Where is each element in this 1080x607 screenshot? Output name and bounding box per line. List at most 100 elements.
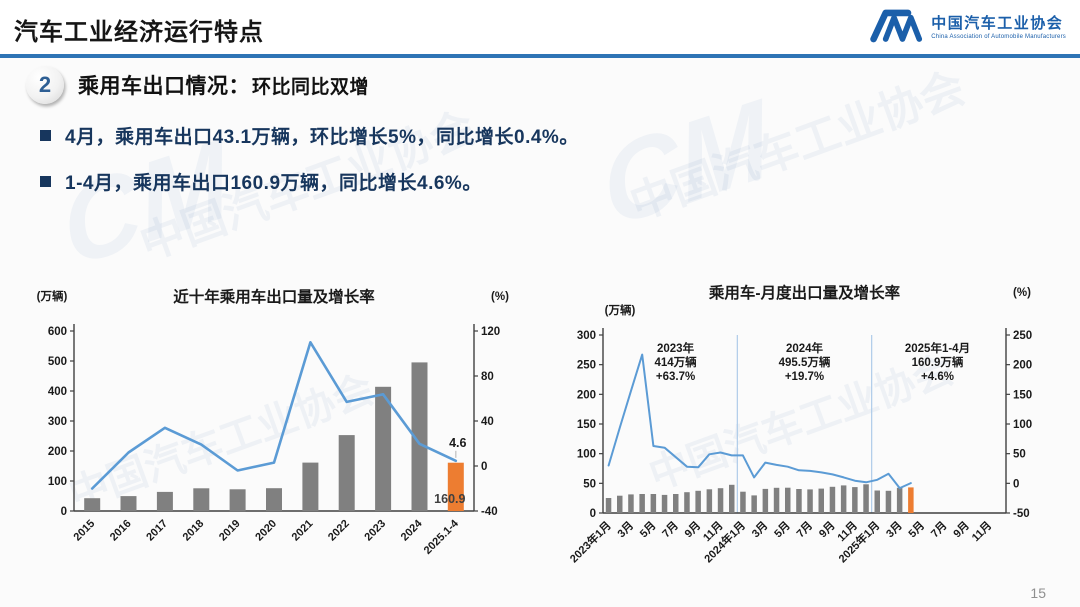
watermark-text: 中国汽车工业协会: [623, 63, 972, 230]
right-tick-label: 40: [481, 416, 494, 428]
export-volume-bar: [375, 386, 392, 511]
bullet-item: 4月，乘用车出口43.1万辆，环比增长5%，同比增长0.4%。: [40, 122, 579, 149]
right-tick-label: -40: [481, 506, 498, 518]
export-volume-bar: [120, 496, 137, 511]
left-tick-label: 400: [48, 386, 67, 398]
export-volume-bar: [229, 489, 246, 512]
export-volume-bar: [751, 495, 757, 513]
left-axis-unit: (万辆): [37, 289, 68, 303]
export-volume-bar: [605, 498, 612, 513]
section-title-row: 乘用车出口情况： 环比同比双增: [78, 70, 369, 100]
left-tick-label: 100: [48, 476, 67, 488]
left-tick-label: 0: [590, 508, 596, 520]
annotation-line: +4.6%: [921, 371, 954, 383]
right-tick-label: 150: [1013, 389, 1032, 401]
x-tick-label: 2022: [326, 518, 352, 544]
point-label: 4.6: [449, 436, 466, 450]
left-tick-label: 300: [48, 416, 67, 428]
x-tick-label: 11月: [969, 519, 994, 544]
point-label: 160.9: [434, 492, 465, 506]
right-tick-label: 0: [481, 461, 487, 473]
growth-rate-line: [607, 353, 912, 490]
x-tick-label: 5月: [906, 519, 927, 540]
left-tick-label: 200: [48, 446, 67, 458]
left-axis-unit: (万辆): [605, 303, 636, 317]
export-volume-bar: [193, 488, 210, 511]
annotation-line: 2023年: [657, 341, 695, 355]
x-tick-label: 9月: [816, 519, 837, 540]
left-tick-label: 300: [577, 330, 596, 342]
export-volume-bar: [411, 362, 428, 511]
left-tick-label: 500: [48, 356, 67, 368]
section-number-badge: 2: [26, 66, 64, 104]
export-volume-bar: [338, 435, 355, 511]
annotation-line: 495.5万辆: [779, 355, 831, 369]
right-tick-label: 0: [1013, 478, 1019, 490]
section-subtitle: 环比同比双增: [252, 77, 370, 98]
x-tick-label: 9月: [682, 519, 703, 540]
x-tick-label: 3月: [615, 519, 636, 540]
export-volume-bar: [874, 490, 880, 513]
export-volume-bar: [852, 487, 858, 513]
x-tick-label: 7月: [660, 519, 681, 540]
export-volume-bar: [706, 489, 713, 513]
section-title: 乘用车出口情况：: [78, 75, 250, 98]
export-volume-bar: [840, 485, 847, 513]
export-volume-bar: [896, 487, 903, 513]
x-tick-label: 2020: [253, 518, 279, 544]
x-tick-label: 7月: [928, 519, 949, 540]
chart-title: 乘用车-月度出口量及增长率: [708, 283, 901, 302]
export-volume-bar: [266, 488, 282, 511]
bullet-text: 1-4月，乘用车出口160.9万辆，同比增长4.6%。: [65, 173, 482, 194]
header-divider: [0, 54, 1080, 58]
page-title: 汽车工业经济运行特点: [14, 19, 264, 46]
bullet-square-icon: [40, 176, 51, 187]
x-tick-label: 3月: [883, 519, 904, 540]
export-volume-bar: [684, 492, 690, 513]
export-volume-bar: [807, 489, 813, 513]
export-volume-bar: [717, 488, 724, 513]
right-tick-label: 200: [1013, 360, 1032, 372]
x-tick-label: 2023: [362, 518, 388, 544]
annotation-line: 160.9万辆: [912, 355, 964, 369]
right-axis-unit: (%): [1013, 287, 1031, 299]
annotation-line: +19.7%: [785, 371, 824, 383]
export-volume-bar: [650, 494, 657, 513]
right-tick-label: 100: [1013, 419, 1032, 431]
right-tick-label: 80: [481, 371, 494, 383]
x-tick-label: 2024: [399, 517, 425, 543]
export-volume-bar: [639, 494, 645, 513]
annotation-line: 2025年1-4月: [905, 341, 970, 355]
growth-rate-line: [90, 340, 458, 490]
logo-org-name-en: China Association of Automobile Manufact…: [931, 34, 1066, 40]
x-tick-label: 2019: [217, 518, 243, 544]
left-tick-label: 50: [583, 478, 596, 490]
x-tick-label: 7月: [794, 519, 815, 540]
export-volume-bar: [908, 487, 914, 513]
export-volume-bar: [617, 495, 623, 513]
export-volume-bar: [818, 488, 824, 513]
right-tick-label: -50: [1013, 508, 1030, 520]
chart-decade-exports: 近十年乘用车出口量及增长率 (万辆) (%) 0 100 200 300 400 500 600-…: [20, 282, 530, 597]
export-volume-bar: [302, 462, 319, 511]
x-tick-label: 5月: [637, 519, 658, 540]
left-tick-label: 200: [577, 389, 596, 401]
export-volume-bar: [863, 484, 869, 513]
export-volume-bar: [785, 487, 791, 513]
left-tick-label: 0: [61, 506, 67, 518]
slide-header: 汽车工业经济运行特点 中国汽车工业协会 China Association of…: [0, 0, 1080, 54]
export-volume-bar: [762, 488, 769, 513]
x-tick-label: 2018: [181, 518, 207, 544]
x-tick-label: 2017: [144, 518, 170, 544]
section-number: 2: [38, 72, 52, 97]
export-volume-bar: [447, 462, 464, 511]
export-volume-bar: [829, 486, 836, 513]
right-tick-label: 50: [1013, 449, 1026, 461]
export-volume-bar: [628, 494, 634, 513]
bullet-square-icon: [40, 130, 51, 141]
summary-bullets: 4月，乘用车出口43.1万辆，环比增长5%，同比增长0.4%。 1-4月，乘用车…: [40, 122, 579, 214]
caam-logo-mark: [870, 9, 923, 43]
export-volume-bar: [773, 487, 780, 513]
watermark-mark: CM: [593, 75, 778, 252]
